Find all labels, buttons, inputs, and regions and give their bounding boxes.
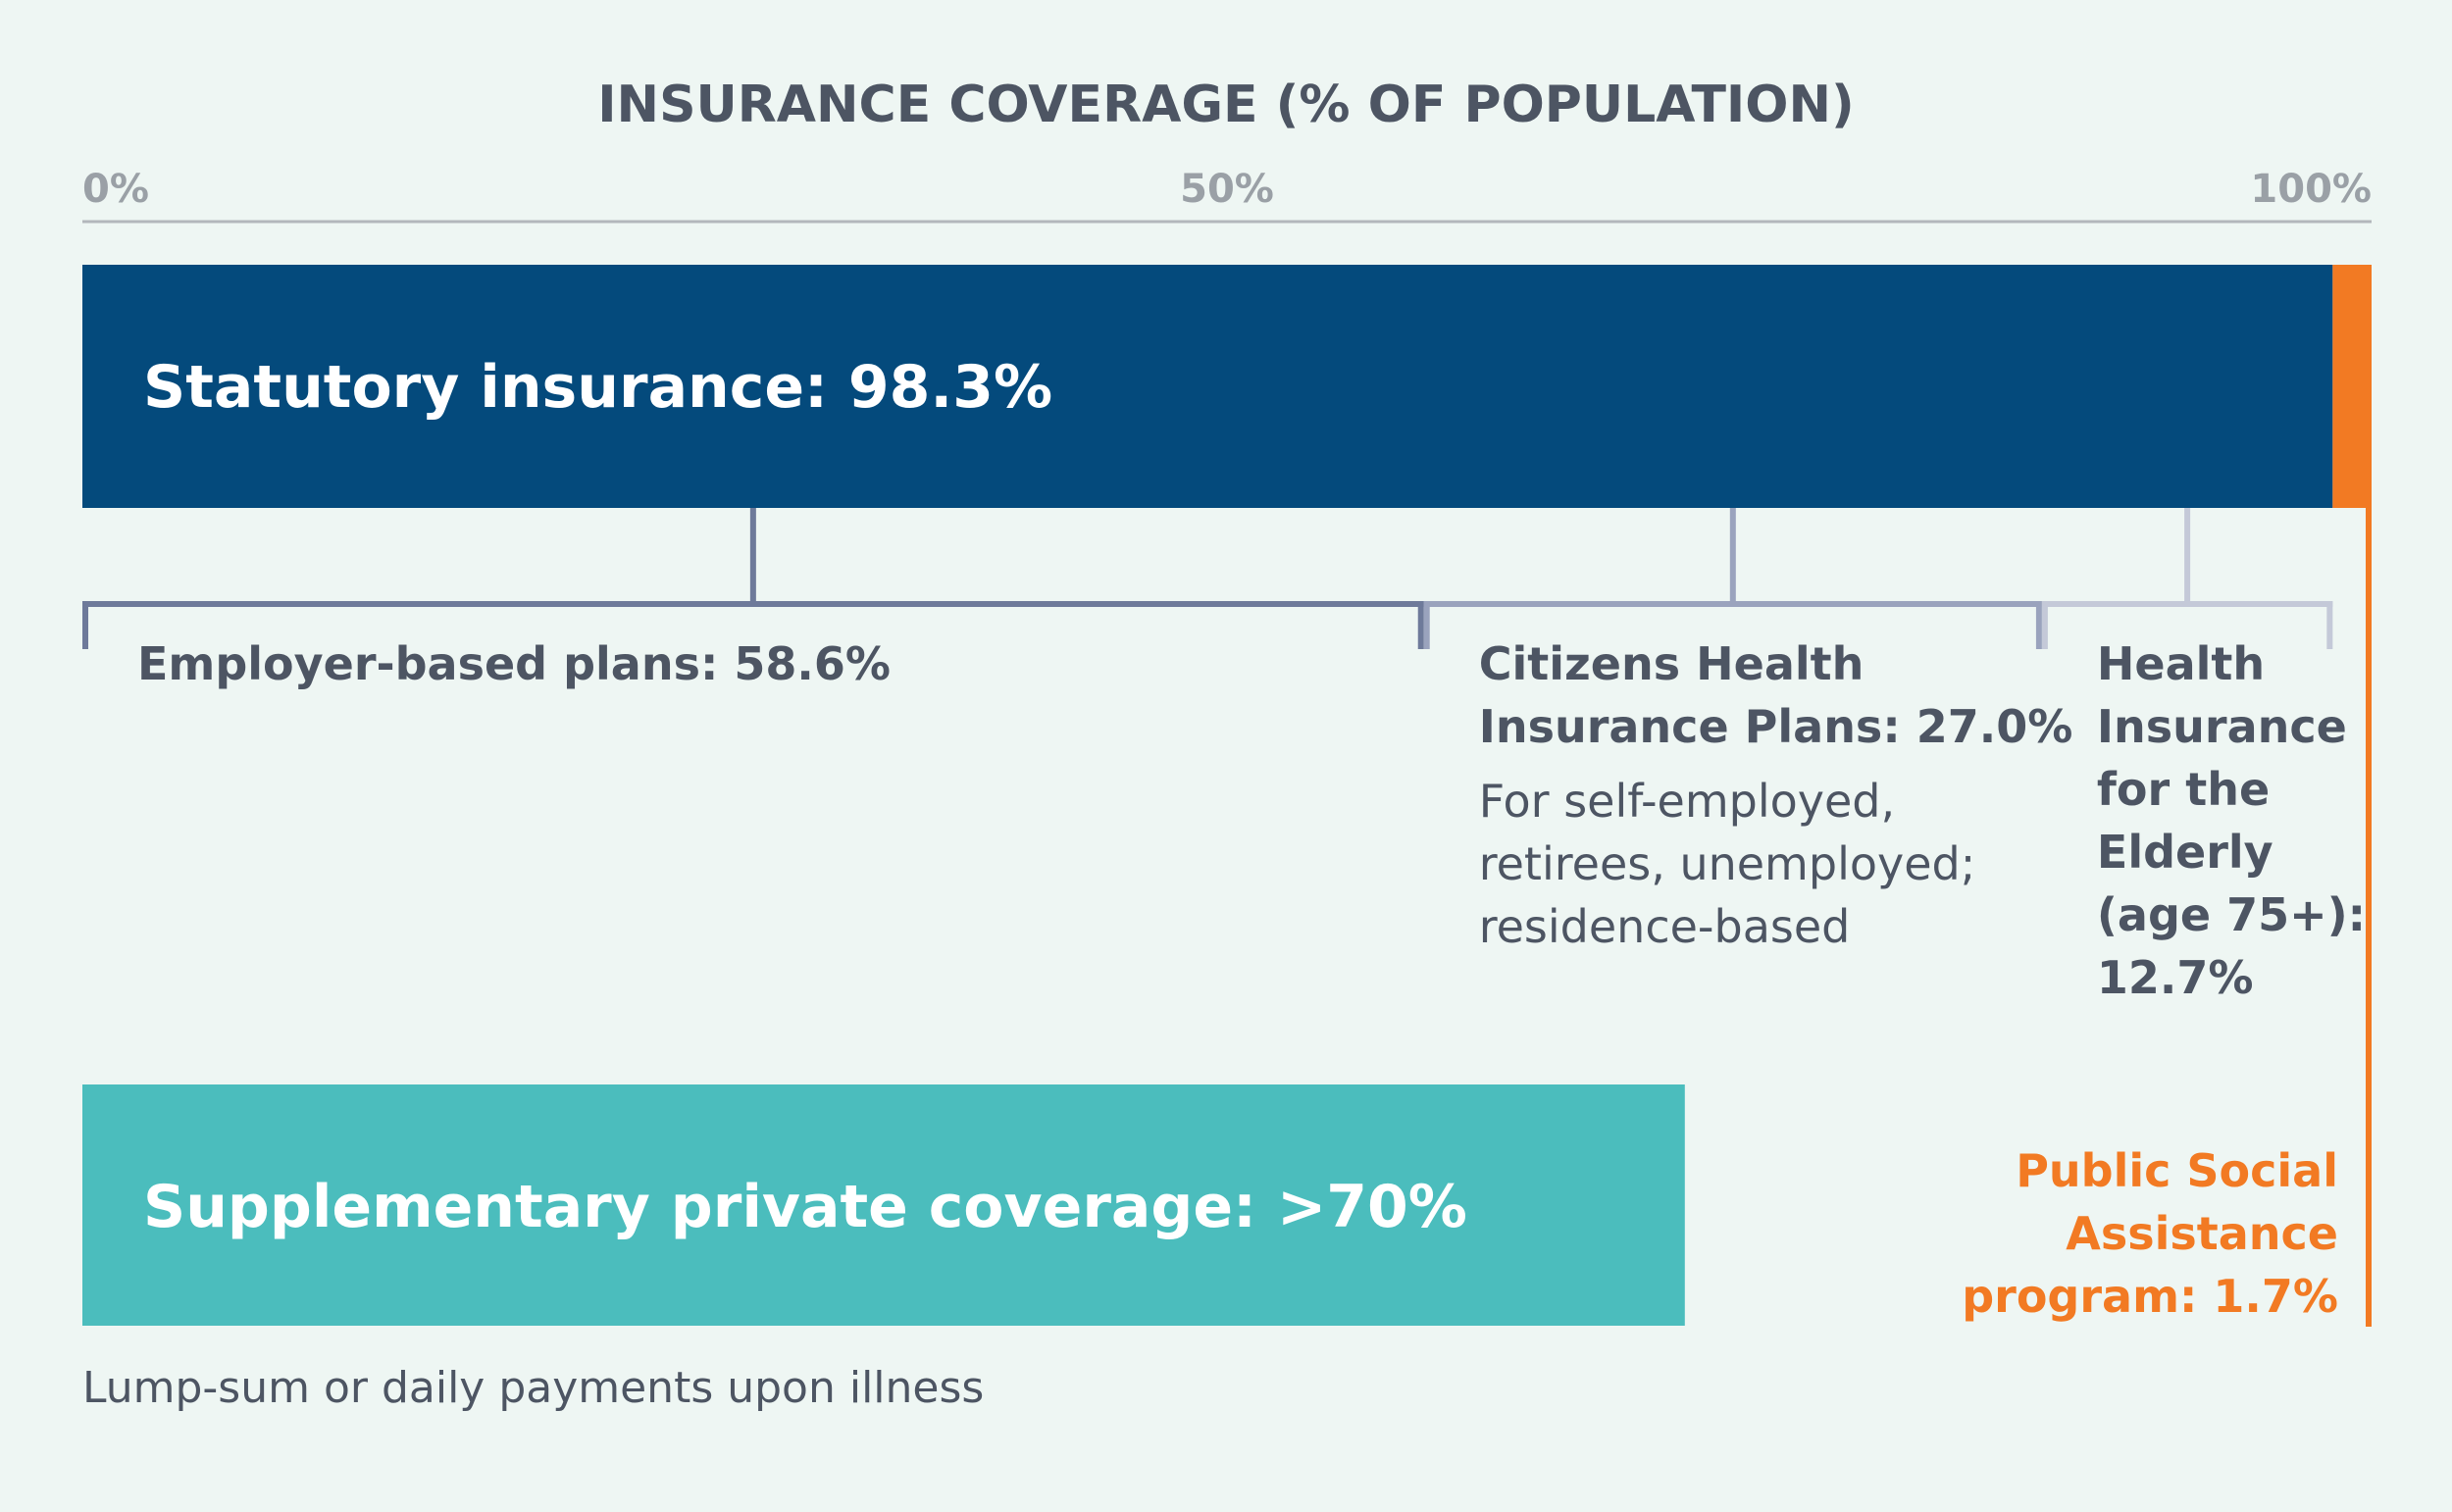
public-assistance-bar	[2332, 265, 2372, 508]
employer-based-plans-title: Employer-based plans: 58.6%	[137, 637, 891, 690]
axis-tick-label: 100%	[2250, 167, 2372, 212]
health-insurance-for-the-elderly-title-line: 12.7%	[2097, 951, 2254, 1004]
statutory-insurance-label: Statutory insurance: 98.3%	[143, 353, 1052, 422]
citizens-health-insurance-plans-title: Citizens Health Insurance Plans: 27.0%	[1479, 637, 2073, 753]
supplementary-coverage-bar	[82, 1084, 1685, 1326]
public-assistance-label-line: program: 1.7%	[1962, 1270, 2338, 1323]
supplementary-coverage-label: Supplementary private coverage: >70%	[143, 1173, 1467, 1241]
labels: Statutory insurance: 98.3% Public Social A…	[82, 353, 2366, 1413]
health-insurance-for-the-elderly-title-line: Health	[2097, 637, 2265, 690]
supplementary-coverage-note: Lump-sum or daily payments upon illness	[82, 1363, 984, 1413]
public-assistance-label-line: Public Social	[2016, 1144, 2338, 1197]
public-assistance-label-line: Assistance	[2066, 1207, 2338, 1260]
health-insurance-for-the-elderly-title-line: (age 75+):	[2097, 888, 2366, 941]
employer-based-plans-title-line: Employer-based plans: 58.6%	[137, 637, 891, 690]
chart-title: INSURANCE COVERAGE (% OF POPULATION)	[597, 76, 1855, 134]
health-insurance-for-the-elderly-title-line: Insurance	[2097, 700, 2347, 753]
health-insurance-for-the-elderly-title-line: Elderly	[2097, 826, 2273, 879]
citizens-health-insurance-plans-description-line: residence-based	[1479, 900, 1851, 953]
citizens-health-insurance-plans-title-line: Citizens Health	[1479, 637, 1865, 690]
axis-tick-label: 50%	[1180, 167, 1274, 212]
citizens-health-insurance-plans-description: For self-employed, retirees, unemployed; r…	[1479, 775, 1976, 953]
citizens-health-insurance-plans-description-line: For self-employed,	[1479, 775, 1895, 828]
bars	[82, 265, 2372, 1327]
health-insurance-for-the-elderly-title-line: for the	[2097, 763, 2270, 816]
citizens-health-insurance-plans-description-line: retirees, unemployed;	[1479, 837, 1976, 890]
citizens-health-insurance-plans-title-line: Insurance Plans: 27.0%	[1479, 700, 2073, 753]
public-assistance-label: Public Social Assistance program: 1.7%	[1962, 1144, 2338, 1323]
health-insurance-for-the-elderly-title: Health Insurance for the Elderly (age 75+): 1…	[2097, 637, 2366, 1004]
segments	[82, 508, 2333, 649]
axis-tick-label: 0%	[82, 167, 149, 212]
axis: 0% 50% 100%	[82, 167, 2372, 224]
statutory-insurance-bar	[82, 265, 2333, 508]
